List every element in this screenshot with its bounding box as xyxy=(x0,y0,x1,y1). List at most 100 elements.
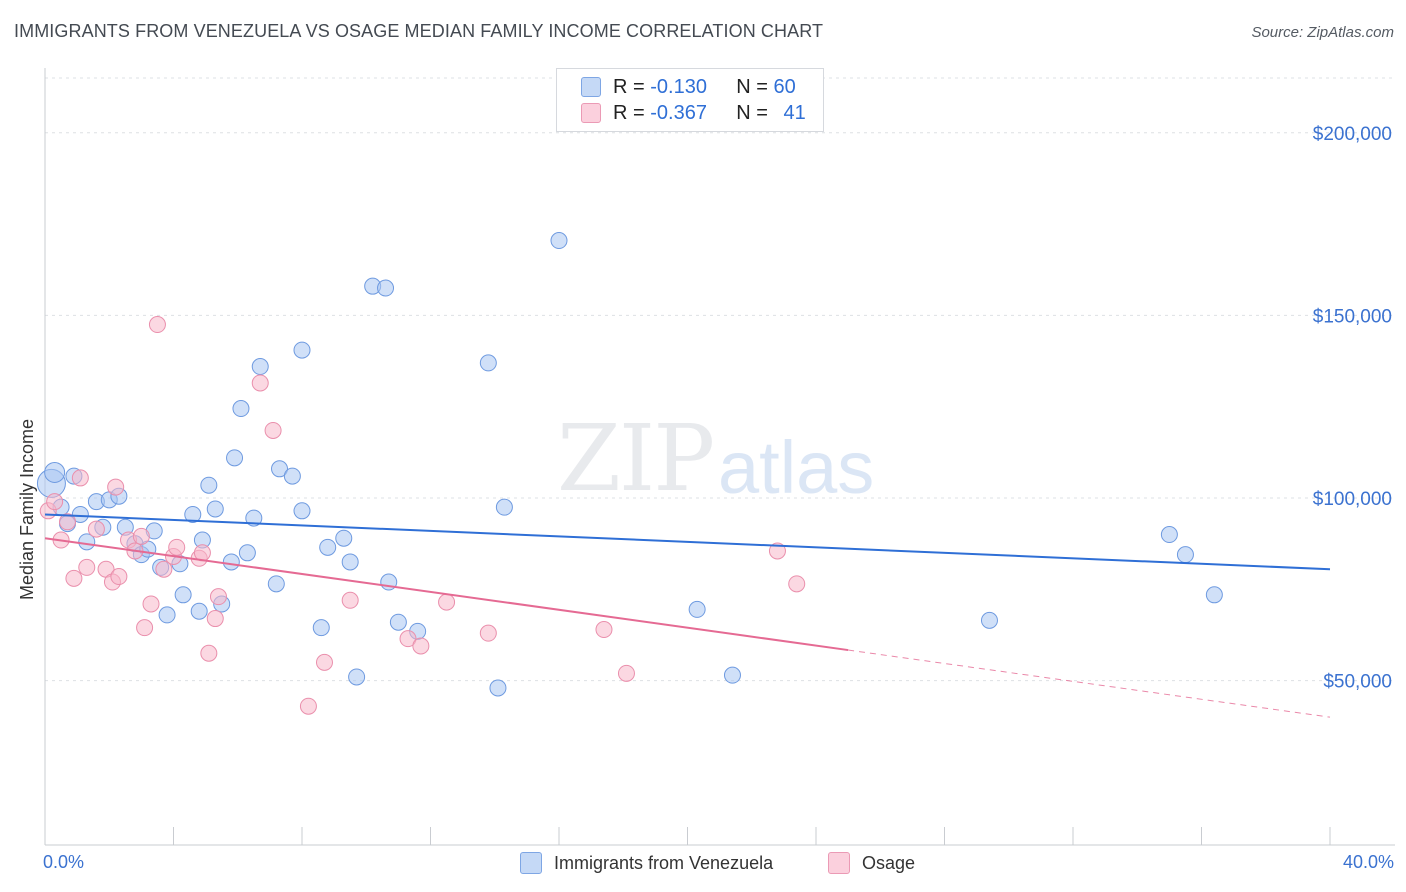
point-venezuela xyxy=(489,679,507,697)
point-venezuela xyxy=(190,602,208,620)
point-osage xyxy=(595,621,613,639)
point-venezuela xyxy=(1205,586,1223,604)
point-osage xyxy=(200,644,218,662)
point-venezuela xyxy=(78,533,96,551)
point-venezuela xyxy=(232,400,250,418)
legend-swatch-pink xyxy=(828,852,850,874)
point-venezuela xyxy=(71,505,89,523)
point-osage xyxy=(142,595,160,613)
point-osage xyxy=(155,560,173,578)
point-venezuela xyxy=(550,232,568,250)
point-venezuela xyxy=(688,600,706,618)
x-axis-min-label: 0.0% xyxy=(43,852,85,872)
point-osage xyxy=(341,591,359,609)
legend-n-value: 41 xyxy=(783,101,806,124)
y-tick-label: $100,000 xyxy=(1313,489,1392,510)
point-venezuela xyxy=(479,354,497,372)
point-osage xyxy=(299,697,317,715)
legend-r-label: R = xyxy=(613,75,645,98)
point-osage xyxy=(58,513,76,531)
legend-label-venezuela: Immigrants from Venezuela xyxy=(554,852,774,873)
point-osage xyxy=(132,527,150,545)
source-label: Source: ZipAtlas.com xyxy=(1251,24,1394,41)
chart-title: IMMIGRANTS FROM VENEZUELA VS OSAGE MEDIA… xyxy=(14,21,824,41)
watermark-atlas: atlas xyxy=(718,426,875,509)
point-venezuela xyxy=(174,586,192,604)
y-tick-label: $50,000 xyxy=(1323,672,1392,693)
point-osage xyxy=(788,575,806,593)
point-venezuela xyxy=(184,505,202,523)
point-osage xyxy=(617,664,635,682)
legend-swatch-blue xyxy=(520,852,542,874)
trendline-venezuela xyxy=(44,513,1331,571)
point-venezuela xyxy=(293,341,311,359)
point-venezuela xyxy=(980,611,998,629)
point-venezuela xyxy=(341,553,359,571)
correlation-legend: R = -0.130 N = 60 R = -0.367 N = 41 xyxy=(556,68,824,132)
point-osage xyxy=(65,569,83,587)
point-osage xyxy=(78,558,96,576)
point-osage xyxy=(412,637,430,655)
series-legend: Immigrants from Venezuela Osage xyxy=(0,852,1406,876)
point-venezuela xyxy=(1160,526,1178,544)
point-osage xyxy=(251,374,269,392)
point-venezuela xyxy=(251,358,269,376)
legend-r-value: -0.367 xyxy=(650,101,707,124)
legend-row-osage: R = -0.367 N = 41 xyxy=(581,101,806,125)
point-venezuela xyxy=(44,461,66,483)
watermark-zip: ZIP xyxy=(557,405,715,512)
legend-swatch-blue xyxy=(581,77,601,97)
point-venezuela xyxy=(389,613,407,631)
point-osage xyxy=(148,316,166,334)
point-venezuela xyxy=(200,476,218,494)
point-venezuela xyxy=(348,668,366,686)
y-tick-label: $150,000 xyxy=(1313,306,1392,327)
point-osage xyxy=(110,568,128,586)
point-venezuela xyxy=(293,502,311,520)
legend-label-osage: Osage xyxy=(862,852,916,873)
point-osage xyxy=(399,630,417,648)
point-venezuela xyxy=(312,619,330,637)
point-venezuela xyxy=(1176,546,1194,564)
point-venezuela xyxy=(283,467,301,485)
point-venezuela xyxy=(245,509,263,527)
point-venezuela xyxy=(238,544,256,562)
point-osage xyxy=(209,588,227,606)
legend-item-venezuela: Immigrants from Venezuela xyxy=(520,852,773,874)
point-osage xyxy=(264,421,282,439)
point-osage xyxy=(206,610,224,628)
legend-r-label: R = xyxy=(613,101,645,124)
point-venezuela xyxy=(723,666,741,684)
legend-item-osage: Osage xyxy=(828,852,915,874)
legend-n-label: N = xyxy=(736,75,768,98)
point-osage xyxy=(46,493,64,511)
trendline-osage xyxy=(44,537,849,652)
legend-n-value: 60 xyxy=(773,75,796,98)
point-venezuela xyxy=(271,460,289,478)
point-venezuela xyxy=(319,538,337,556)
point-osage xyxy=(768,542,786,560)
legend-row-venezuela: R = -0.130 N = 60 xyxy=(581,75,796,99)
point-osage xyxy=(136,619,154,637)
point-venezuela xyxy=(267,575,285,593)
point-venezuela xyxy=(226,449,244,467)
point-venezuela xyxy=(222,553,240,571)
y-axis-label: Median Family Income xyxy=(17,418,37,600)
point-osage xyxy=(168,538,186,556)
legend-swatch-pink xyxy=(581,103,601,123)
x-axis-max-label: 40.0% xyxy=(1342,852,1394,872)
point-osage xyxy=(107,478,125,496)
point-osage xyxy=(438,593,456,611)
trendline-osage-extension xyxy=(848,649,1331,718)
point-venezuela xyxy=(335,529,353,547)
point-osage xyxy=(71,469,89,487)
y-tick-label: $200,000 xyxy=(1313,124,1392,145)
point-osage xyxy=(87,520,105,538)
legend-n-label: N = xyxy=(736,101,768,124)
point-venezuela xyxy=(158,606,176,624)
point-venezuela xyxy=(495,498,513,516)
legend-r-value: -0.130 xyxy=(650,75,707,98)
point-osage xyxy=(479,624,497,642)
point-venezuela xyxy=(377,279,395,297)
point-osage xyxy=(315,653,333,671)
